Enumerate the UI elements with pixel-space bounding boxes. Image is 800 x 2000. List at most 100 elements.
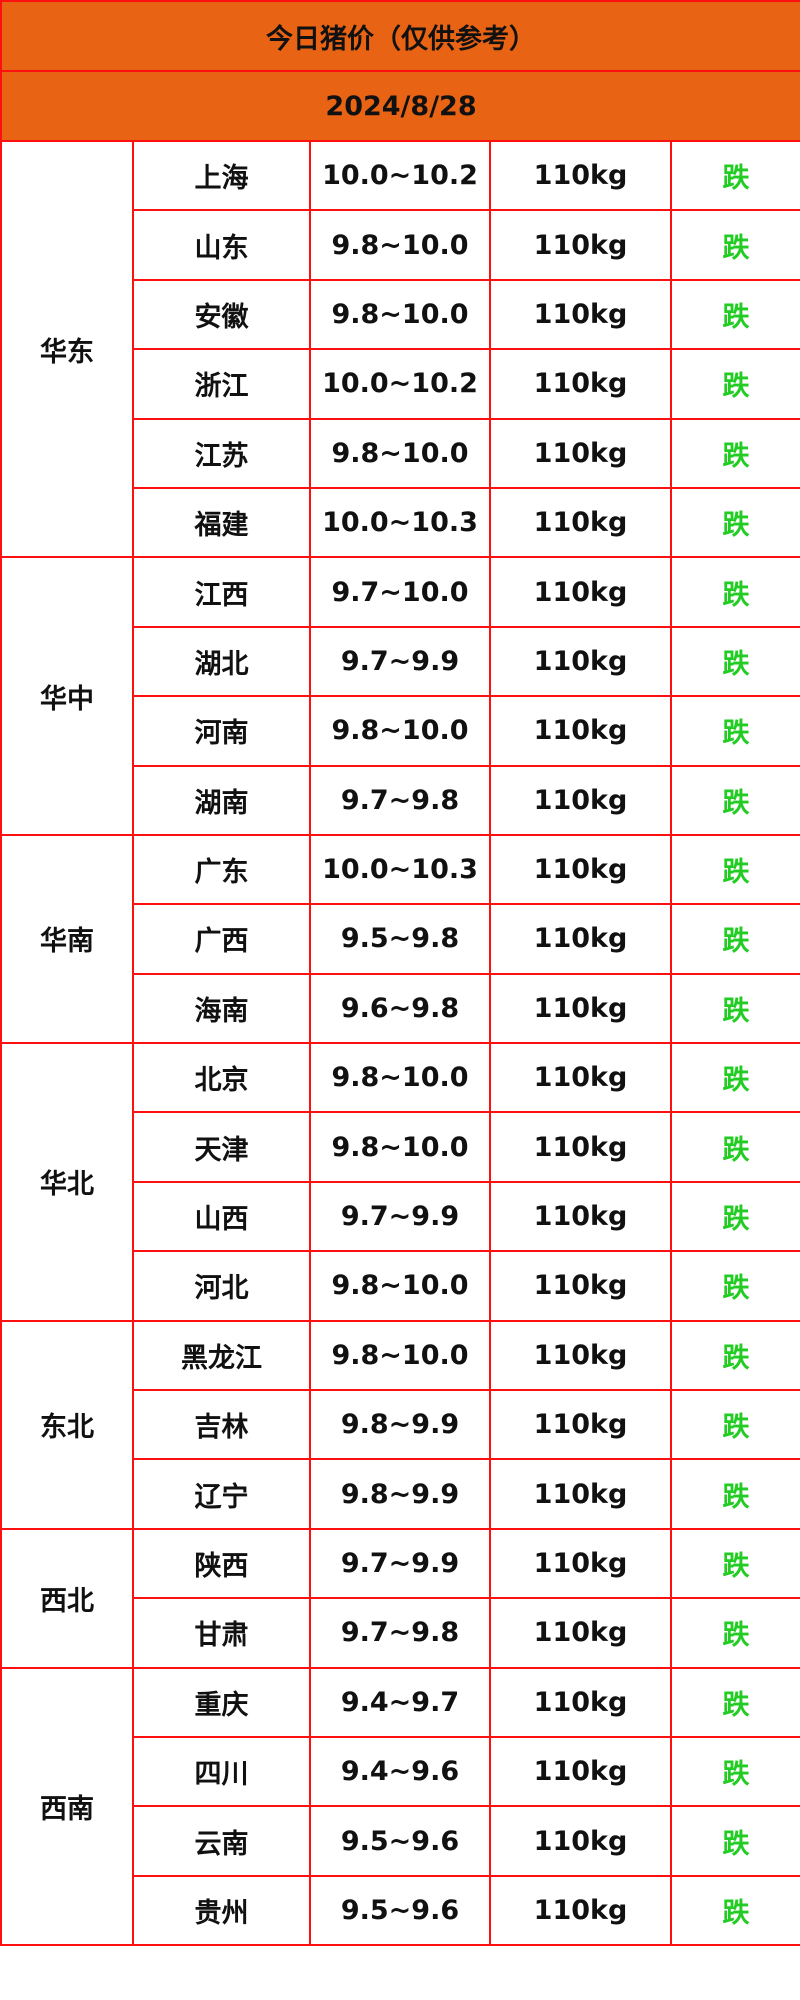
table-row: 东北 黑龙江 9.8~10.0 110kg 跌 <box>0 1319 800 1530</box>
price-cell: 9.8~9.9 <box>309 1389 491 1461</box>
province-cell: 河北 <box>132 1250 311 1322</box>
trend-cell: 跌 <box>669 1735 800 1808</box>
weight-cell: 110kg <box>489 1042 672 1114</box>
trend-cell: 跌 <box>669 1874 800 1947</box>
trend-cell: 跌 <box>669 556 800 628</box>
province-cell: 湖北 <box>132 625 311 698</box>
table-row: 湖南 9.7~9.8 110kg 跌 <box>1 764 800 836</box>
trend-cell: 跌 <box>669 417 800 489</box>
table-row: 天津 9.8~10.0 110kg 跌 <box>1 1111 800 1183</box>
province-cell: 江西 <box>132 556 311 628</box>
table-date: 2024/8/28 <box>0 70 800 142</box>
province-cell: 天津 <box>132 1111 311 1183</box>
province-cell: 辽宁 <box>132 1458 311 1530</box>
weight-cell: 110kg <box>489 1805 672 1877</box>
weight-cell: 110kg <box>489 972 672 1045</box>
trend-cell: 跌 <box>669 1111 800 1183</box>
weight-cell: 110kg <box>489 833 672 906</box>
table-row: 吉林 9.8~9.9 110kg 跌 <box>1 1389 800 1461</box>
trend-cell: 跌 <box>669 695 800 767</box>
price-cell: 9.7~9.9 <box>309 1180 491 1253</box>
province-cell: 广西 <box>132 903 311 975</box>
price-cell: 9.5~9.8 <box>309 903 491 975</box>
table-row: 山东 9.8~10.0 110kg 跌 <box>1 209 800 281</box>
trend-cell: 跌 <box>669 1597 800 1669</box>
trend-cell: 跌 <box>669 972 800 1045</box>
trend-cell: 跌 <box>669 348 800 420</box>
province-cell: 广东 <box>132 833 311 906</box>
price-cell: 9.5~9.6 <box>309 1874 491 1947</box>
province-cell: 安徽 <box>132 278 311 351</box>
trend-cell: 跌 <box>669 278 800 351</box>
weight-cell: 110kg <box>489 348 672 420</box>
province-cell: 黑龙江 <box>132 1319 311 1392</box>
region-cell: 华北 <box>0 1042 134 1322</box>
price-cell: 9.8~10.0 <box>309 278 491 351</box>
trend-cell: 跌 <box>669 903 800 975</box>
trend-cell: 跌 <box>669 1180 800 1253</box>
table-row: 四川 9.4~9.6 110kg 跌 <box>1 1735 800 1808</box>
weight-cell: 110kg <box>489 625 672 698</box>
price-cell: 9.8~9.9 <box>309 1458 491 1530</box>
price-cell: 9.4~9.6 <box>309 1735 491 1808</box>
price-cell: 9.7~9.9 <box>309 1527 491 1600</box>
table-row: 西南 重庆 9.4~9.7 110kg 跌 <box>0 1666 800 1947</box>
trend-cell: 跌 <box>669 1458 800 1530</box>
province-cell: 四川 <box>132 1735 311 1808</box>
region-cell: 华中 <box>0 556 134 836</box>
province-cell: 江苏 <box>132 417 311 489</box>
trend-cell: 跌 <box>669 1527 800 1600</box>
price-cell: 9.8~10.0 <box>309 1250 491 1322</box>
province-cell: 山东 <box>132 209 311 281</box>
price-cell: 9.7~9.8 <box>309 764 491 836</box>
region-cell: 东北 <box>0 1319 134 1530</box>
weight-cell: 110kg <box>489 1666 672 1738</box>
price-cell: 10.0~10.3 <box>309 486 491 559</box>
province-cell: 贵州 <box>132 1874 311 1947</box>
table-row: 山西 9.7~9.9 110kg 跌 <box>1 1180 800 1253</box>
price-cell: 9.8~10.0 <box>309 209 491 281</box>
trend-cell: 跌 <box>669 1805 800 1877</box>
table-row: 华北 北京 9.8~10.0 110kg 跌 <box>0 1042 800 1322</box>
province-cell: 陕西 <box>132 1527 311 1600</box>
weight-cell: 110kg <box>489 903 672 975</box>
table-row: 浙江 10.0~10.2 110kg 跌 <box>1 348 800 420</box>
table-row: 华东 上海 10.0~10.2 110kg 跌 <box>0 139 800 559</box>
weight-cell: 110kg <box>489 1597 672 1669</box>
table-row: 福建 10.0~10.3 110kg 跌 <box>1 486 800 559</box>
table-title: 今日猪价（仅供参考） <box>0 0 800 72</box>
title-row: 今日猪价（仅供参考） <box>0 0 800 72</box>
price-cell: 10.0~10.3 <box>309 833 491 906</box>
price-cell: 9.8~10.0 <box>309 1319 491 1392</box>
trend-cell: 跌 <box>669 833 800 906</box>
trend-cell: 跌 <box>669 139 800 212</box>
trend-cell: 跌 <box>669 1319 800 1392</box>
price-cell: 9.7~10.0 <box>309 556 491 628</box>
table-row: 辽宁 9.8~9.9 110kg 跌 <box>1 1458 800 1530</box>
weight-cell: 110kg <box>489 1250 672 1322</box>
price-cell: 10.0~10.2 <box>309 348 491 420</box>
trend-cell: 跌 <box>669 1250 800 1322</box>
weight-cell: 110kg <box>489 1735 672 1808</box>
trend-cell: 跌 <box>669 486 800 559</box>
weight-cell: 110kg <box>489 556 672 628</box>
table-row: 湖北 9.7~9.9 110kg 跌 <box>1 625 800 698</box>
price-cell: 9.7~9.8 <box>309 1597 491 1669</box>
weight-cell: 110kg <box>489 486 672 559</box>
weight-cell: 110kg <box>489 1458 672 1530</box>
province-cell: 重庆 <box>132 1666 311 1738</box>
province-cell: 福建 <box>132 486 311 559</box>
weight-cell: 110kg <box>489 1111 672 1183</box>
weight-cell: 110kg <box>489 417 672 489</box>
weight-cell: 110kg <box>489 695 672 767</box>
province-cell: 湖南 <box>132 764 311 836</box>
province-cell: 吉林 <box>132 1389 311 1461</box>
trend-cell: 跌 <box>669 1666 800 1738</box>
price-cell: 9.8~10.0 <box>309 695 491 767</box>
province-cell: 海南 <box>132 972 311 1045</box>
table-row: 海南 9.6~9.8 110kg 跌 <box>1 972 800 1045</box>
weight-cell: 110kg <box>489 764 672 836</box>
province-cell: 河南 <box>132 695 311 767</box>
table-row: 河北 9.8~10.0 110kg 跌 <box>1 1250 800 1322</box>
province-cell: 甘肃 <box>132 1597 311 1669</box>
